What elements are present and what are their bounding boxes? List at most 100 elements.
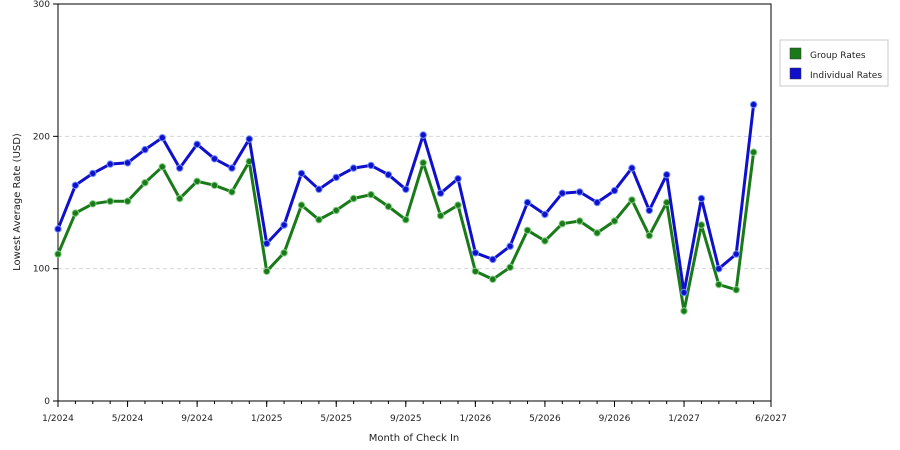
data-point-group-rates [680,307,688,315]
series-line-individual-rates [56,104,756,294]
data-point-group-rates [506,263,514,271]
data-point-group-rates [645,231,653,240]
data-point-individual-rates [749,100,758,109]
legend: Group Rates Individual Rates [779,39,889,87]
y-axis: 0 100 200 300 [33,0,58,407]
data-point-individual-rates [628,164,636,172]
data-point-individual-rates [541,210,549,219]
data-point-individual-rates [193,140,201,149]
data-point-group-rates [558,220,566,228]
plot-frame [57,3,772,402]
data-point-individual-rates [297,169,306,178]
data-point-group-rates [263,267,271,275]
legend-label-individual-rates: Individual Rates [810,71,882,81]
data-point-group-rates [436,212,445,220]
y-tick-label: 200 [33,132,50,142]
data-point-individual-rates [523,198,532,207]
data-point-individual-rates [506,242,514,250]
data-point-group-rates [471,267,480,275]
data-point-individual-rates [332,173,340,182]
data-point-group-rates [297,201,306,209]
data-point-group-rates [489,275,497,283]
data-point-individual-rates [645,206,653,215]
data-point-group-rates [610,217,619,225]
data-point-group-rates [367,190,375,199]
x-axis-title: Month of Check In [369,433,460,444]
y-axis-title: Lowest Average Rate (USD) [12,133,23,271]
data-point-group-rates [749,148,758,156]
data-point-group-rates [576,217,584,225]
data-point-group-rates [176,194,184,203]
data-point-individual-rates [489,255,497,264]
data-point-group-rates [402,216,410,224]
x-tick-label: 9/2026 [599,414,631,424]
data-point-individual-rates [228,164,236,172]
data-point-group-rates [280,249,288,257]
data-point-group-rates [454,201,462,209]
x-tick-label: 5/2024 [112,414,144,424]
data-point-individual-rates [576,188,584,196]
data-point-individual-rates [367,161,375,170]
x-tick-label: 6/2027 [755,414,787,424]
data-point-individual-rates [384,171,393,179]
data-point-group-rates [523,226,532,235]
y-tick-label: 100 [33,265,50,275]
x-tick-label: 1/2026 [460,414,492,424]
data-point-group-rates [71,209,80,217]
data-point-individual-rates [402,185,410,194]
data-point-group-rates [332,206,340,215]
data-point-individual-rates [436,189,445,197]
data-point-individual-rates [419,131,427,139]
x-tick-label: 5/2026 [529,414,561,424]
data-point-individual-rates [315,185,323,194]
data-point-group-rates [628,196,636,204]
x-tick-label: 1/2025 [251,414,283,424]
data-point-individual-rates [89,169,97,178]
data-point-group-rates [228,188,236,196]
y-tick-label: 300 [33,0,50,10]
data-point-group-rates [315,216,323,224]
data-point-individual-rates [158,134,167,142]
legend-swatch-individual-rates [789,67,802,80]
y-tick-label: 0 [44,397,50,407]
series-layer [54,100,758,315]
data-point-individual-rates [280,221,288,229]
data-point-group-rates [541,237,549,245]
x-tick-label: 1/2024 [42,414,74,424]
data-point-group-rates [123,197,132,205]
x-tick-label: 9/2024 [181,414,213,424]
data-point-individual-rates [663,171,671,179]
data-point-individual-rates [141,145,149,154]
data-point-group-rates [349,194,358,203]
data-point-group-rates [106,197,114,205]
legend-label-group-rates: Group Rates [810,51,866,61]
data-point-individual-rates [71,181,80,190]
series-line-group-rates [56,152,756,313]
data-point-individual-rates [715,265,723,273]
data-point-group-rates [715,280,723,289]
data-point-individual-rates [697,194,706,203]
data-point-individual-rates [245,135,254,143]
x-tick-label: 5/2025 [320,414,352,424]
data-point-individual-rates [349,164,358,172]
data-point-individual-rates [732,250,740,258]
data-point-individual-rates [680,288,688,297]
x-tick-label: 9/2025 [390,414,422,424]
data-point-group-rates [210,181,219,190]
data-point-group-rates [193,177,201,186]
data-point-group-rates [732,286,740,294]
data-point-group-rates [89,200,97,208]
data-point-group-rates [158,163,167,171]
data-point-individual-rates [593,198,601,207]
data-point-individual-rates [263,239,271,248]
data-point-group-rates [697,221,706,229]
data-point-group-rates [593,229,601,237]
x-axis: 1/2024 5/2024 9/2024 1/2025 5/2025 9/2025 1/20… [42,401,787,424]
x-tick-label: 1/2027 [668,414,700,424]
data-point-individual-rates [106,160,114,168]
legend-swatch-group-rates [789,47,802,60]
data-point-individual-rates [54,225,62,233]
data-point-individual-rates [176,164,184,172]
